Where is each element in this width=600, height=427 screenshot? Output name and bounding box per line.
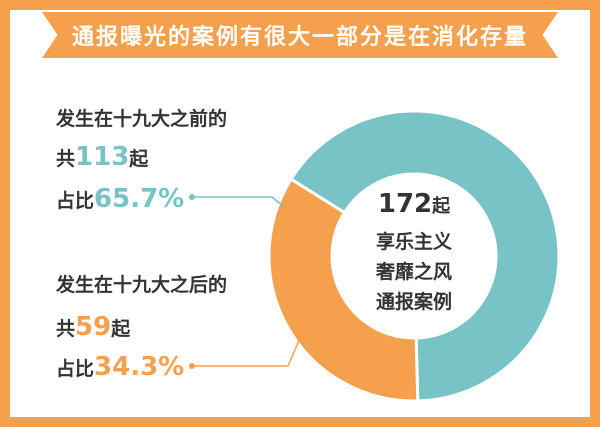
center-line1: 享乐主义 [376,230,452,253]
before-pct: 65.7% [94,184,185,214]
center-unit: 起 [431,195,451,217]
after-pct: 34.3% [94,352,185,382]
center-total: 172 [378,189,432,219]
slice-after [267,177,420,403]
before-label: 发生在十九大之前的 [56,108,228,130]
after-count-suffix: 起 [111,318,131,340]
before-count-suffix: 起 [129,148,149,170]
after-leader-dot [189,363,195,369]
center-line2: 奢靡之风 [375,260,452,283]
center-total-line: 172起 [378,189,451,219]
before-count: 113 [75,142,130,172]
slice-before [288,109,561,403]
before-leader-dot [189,194,195,200]
chart-title: 通报曝光的案例有很大一部分是在消化存量 [71,25,528,50]
after-count-line: 共59起 [56,312,130,342]
center-line3: 通报案例 [376,290,452,313]
before-pct-prefix: 占比 [56,190,95,212]
after-count: 59 [75,312,112,342]
after-pct-line: 占比34.3% [56,352,184,382]
before-leader [192,196,284,207]
after-pct-prefix: 占比 [56,358,95,380]
before-pct-line: 占比65.7% [56,184,184,214]
before-count-prefix: 共 [56,148,76,170]
title-banner: 通报曝光的案例有很大一部分是在消化存量 [42,12,558,58]
after-label: 发生在十九大之后的 [56,274,228,296]
after-count-prefix: 共 [56,318,76,340]
before-count-line: 共113起 [56,142,148,172]
after-leader [192,337,301,367]
